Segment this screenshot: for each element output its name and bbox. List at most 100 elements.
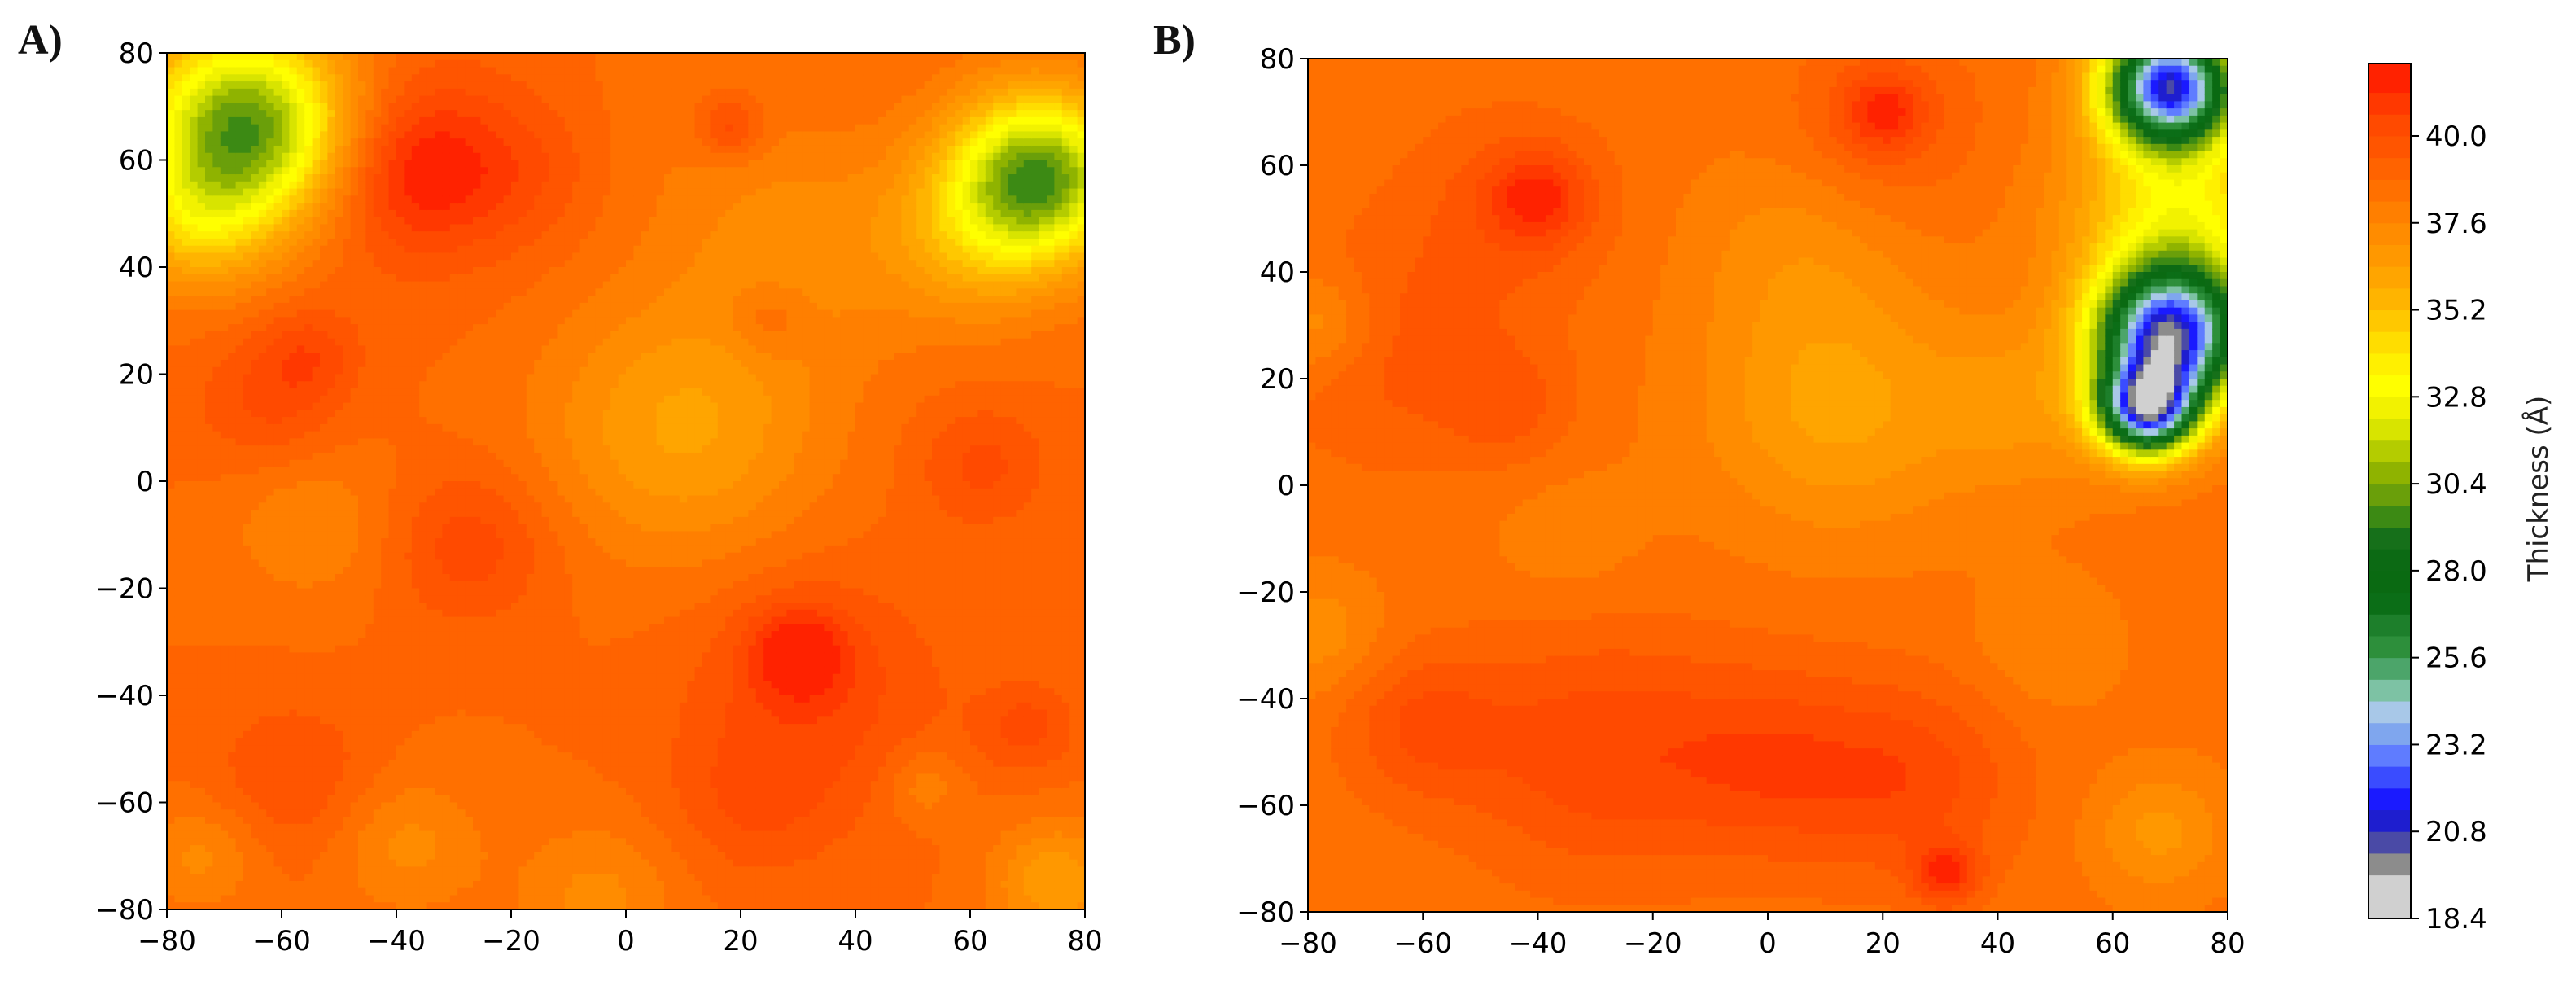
heatmap-cell [411, 74, 420, 82]
heatmap-cell [197, 345, 206, 353]
heatmap-cell [174, 531, 183, 539]
heatmap-cell [212, 738, 221, 747]
heatmap-cell [388, 502, 397, 511]
heatmap-cell [435, 203, 444, 211]
heatmap-cell [174, 581, 183, 589]
heatmap-cell [296, 695, 305, 703]
heatmap-cell [480, 445, 489, 454]
heatmap-cell [388, 124, 397, 133]
heatmap-cell [365, 603, 374, 611]
heatmap-cell [442, 666, 451, 675]
heatmap-cell [167, 787, 176, 796]
heatmap-cell [381, 581, 390, 589]
heatmap-cell [381, 510, 390, 518]
heatmap-cell [320, 345, 329, 353]
heatmap-cell [435, 817, 444, 825]
heatmap-cell [312, 195, 321, 204]
heatmap-cell [251, 616, 260, 625]
heatmap-cell [404, 538, 413, 546]
heatmap-cell [373, 852, 382, 861]
heatmap-cell [273, 531, 282, 539]
heatmap-cell [465, 510, 474, 518]
heatmap-cell [457, 823, 466, 832]
heatmap-cell [304, 296, 313, 304]
heatmap-cell [174, 709, 183, 718]
heatmap-cell [212, 531, 221, 539]
heatmap-cell [289, 516, 298, 525]
heatmap-cell [190, 203, 199, 211]
heatmap-cell [282, 217, 291, 226]
heatmap-cell [449, 423, 458, 432]
heatmap-cell [335, 773, 343, 782]
heatmap-cell [258, 267, 267, 275]
heatmap-cell [190, 181, 199, 190]
heatmap-cell [335, 252, 343, 261]
heatmap-cell [282, 402, 291, 411]
heatmap-cell [320, 624, 329, 632]
heatmap-cell [442, 374, 451, 383]
heatmap-cell [243, 581, 252, 589]
heatmap-cell [235, 781, 244, 789]
heatmap-cell [435, 695, 444, 703]
heatmap-cell [404, 131, 413, 139]
heatmap-cell [243, 431, 252, 440]
heatmap-cell [174, 481, 183, 489]
heatmap-cell [419, 488, 428, 497]
heatmap-cell [228, 474, 237, 482]
heatmap-cell [190, 445, 199, 454]
heatmap-cell [426, 716, 435, 725]
heatmap-cell [404, 738, 413, 747]
heatmap-cell [296, 81, 305, 90]
heatmap-cell [243, 302, 252, 311]
heatmap-cell [365, 338, 374, 347]
heatmap-cell [273, 181, 282, 190]
heatmap-cell [449, 410, 458, 418]
heatmap-cell [411, 338, 420, 347]
heatmap-cell [228, 95, 237, 104]
heatmap-cell [167, 217, 176, 226]
heatmap-cell [480, 252, 489, 261]
heatmap-cell [304, 402, 313, 411]
heatmap-cell [282, 431, 291, 440]
heatmap-cell [205, 359, 214, 368]
heatmap-cell [320, 381, 329, 389]
heatmap-cell [388, 281, 397, 290]
heatmap-cell [381, 603, 390, 611]
heatmap-cell [289, 388, 298, 397]
heatmap-cell [327, 645, 336, 654]
heatmap-cell [220, 652, 229, 660]
heatmap-cell [266, 74, 275, 82]
heatmap-cell [335, 145, 343, 154]
heatmap-cell [273, 374, 282, 383]
heatmap-cell [167, 74, 176, 82]
heatmap-cell [251, 388, 260, 397]
heatmap-cell [251, 445, 260, 454]
heatmap-cell [350, 716, 359, 725]
heatmap-cell [235, 859, 244, 868]
heatmap-cell [174, 209, 183, 218]
heatmap-cell [457, 402, 466, 411]
heatmap-cell [167, 110, 176, 118]
heatmap-cell [365, 345, 374, 353]
heatmap-cell [282, 138, 291, 147]
heatmap-cell [358, 423, 367, 432]
heatmap-cell [220, 324, 229, 332]
heatmap-cell [320, 467, 329, 475]
heatmap-cell [205, 116, 214, 125]
heatmap-cell [350, 538, 359, 546]
heatmap-cell [212, 438, 221, 446]
heatmap-cell [228, 438, 237, 446]
heatmap-cell [449, 609, 458, 618]
heatmap-cell [457, 209, 466, 218]
heatmap-cell [396, 95, 405, 104]
heatmap-cell [296, 338, 305, 347]
heatmap-cell [266, 88, 275, 97]
heatmap-cell [343, 188, 352, 197]
heatmap-cell [373, 588, 382, 597]
heatmap-cell [350, 309, 359, 318]
heatmap-cell [335, 110, 343, 118]
heatmap-cell [182, 702, 190, 711]
heatmap-cell [457, 374, 466, 383]
heatmap-cell [167, 652, 176, 660]
heatmap-cell [473, 609, 482, 618]
